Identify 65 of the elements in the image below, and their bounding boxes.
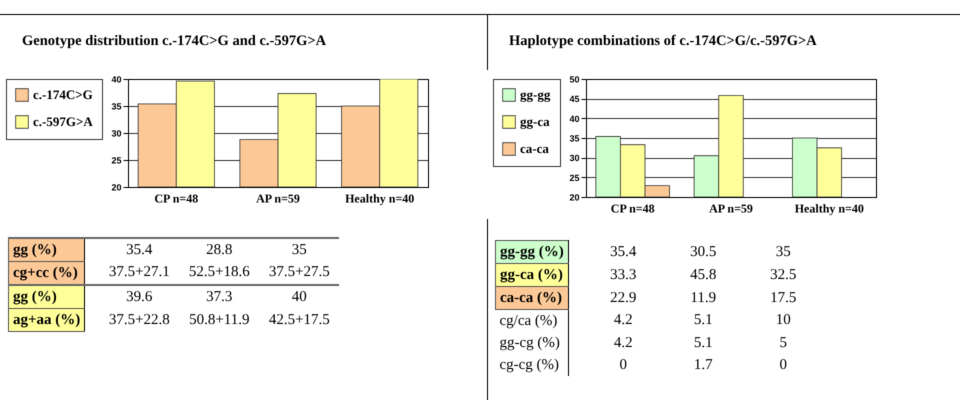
chart-title: Genotype distribution c.-174C>G and c.-597G>A — [22, 33, 326, 50]
text: 5.1 — [692, 311, 714, 330]
x-tick-label: Healthy n=40 — [794, 202, 864, 216]
text: 28.8 — [179, 238, 260, 262]
y-tick-label: 20 — [569, 192, 580, 202]
x-tick-label: AP n=59 — [709, 202, 753, 216]
text: 35 — [774, 242, 792, 262]
text: 10 — [774, 311, 792, 330]
text: ca-ca (%) — [496, 286, 568, 310]
text: 4.2 — [612, 334, 634, 352]
text: gg (%) — [8, 238, 85, 262]
text: 37.3 — [179, 285, 260, 308]
text: 40 — [259, 285, 340, 308]
text: 45.8 — [689, 266, 718, 284]
text: gg-gg (%) — [496, 240, 568, 264]
text: 30.5 — [689, 242, 718, 262]
text: 37.5+27.1 — [108, 263, 171, 282]
y-tick-label: 35 — [111, 102, 122, 112]
text: ag+aa (%) — [8, 308, 85, 332]
legend-label: gg-ca — [520, 114, 550, 129]
x-tick-label: Healthy n=40 — [345, 192, 414, 206]
text: 35.4 — [99, 238, 180, 262]
text: 0 — [778, 356, 788, 374]
text: 52.5+18.6 — [188, 263, 251, 282]
y-tick-label: 40 — [569, 114, 580, 124]
text: 32.5 — [769, 266, 798, 284]
y-tick-label: 25 — [111, 156, 122, 166]
text: gg (%) — [8, 285, 85, 308]
text: 37.5+27.5 — [268, 263, 331, 282]
y-tick-label: 20 — [111, 182, 122, 192]
legend-label: gg-gg — [520, 87, 551, 102]
text: 5 — [778, 334, 788, 352]
text: 17.5 — [769, 288, 798, 308]
y-tick-label: 30 — [111, 128, 122, 138]
text: gg-ca (%) — [496, 264, 568, 286]
legend-label: c.-174C>G — [33, 87, 93, 102]
legend-label: c.-597G>A — [33, 114, 94, 129]
text: 35.4 — [609, 242, 638, 262]
text: 4.2 — [612, 311, 634, 330]
text: cg+cc (%) — [8, 262, 85, 285]
text: 37.5+22.8 — [108, 310, 171, 330]
text: cg-cg (%) — [496, 354, 568, 376]
y-tick-label: 45 — [569, 94, 580, 104]
y-tick-label: 35 — [569, 134, 580, 144]
text: 35 — [259, 238, 340, 262]
text: gg-cg (%) — [496, 332, 568, 354]
text: 22.9 — [609, 288, 638, 308]
y-tick-label: 25 — [569, 172, 580, 183]
text: cg/ca (%) — [496, 310, 568, 332]
x-tick-label: AP n=59 — [256, 192, 300, 206]
text: 5.1 — [692, 334, 714, 352]
text: 0 — [618, 356, 628, 374]
text: 33.3 — [609, 266, 638, 284]
legend-label: ca-ca — [520, 141, 550, 156]
chart-title: Haplotype combinations of c.-174C>G/c.-597G>A — [509, 33, 817, 50]
text: 50.8+11.9 — [188, 310, 250, 330]
x-tick-label: CP n=48 — [610, 202, 655, 216]
text: 39.6 — [99, 285, 180, 308]
y-tick-label: 30 — [569, 153, 580, 164]
text: 42.5+17.5 — [268, 310, 331, 330]
text: 1.7 — [692, 356, 714, 374]
y-tick-label: 50 — [569, 74, 580, 84]
text: 11.9 — [689, 288, 718, 308]
x-tick-label: CP n=48 — [154, 192, 198, 206]
y-tick-label: 40 — [111, 74, 122, 84]
